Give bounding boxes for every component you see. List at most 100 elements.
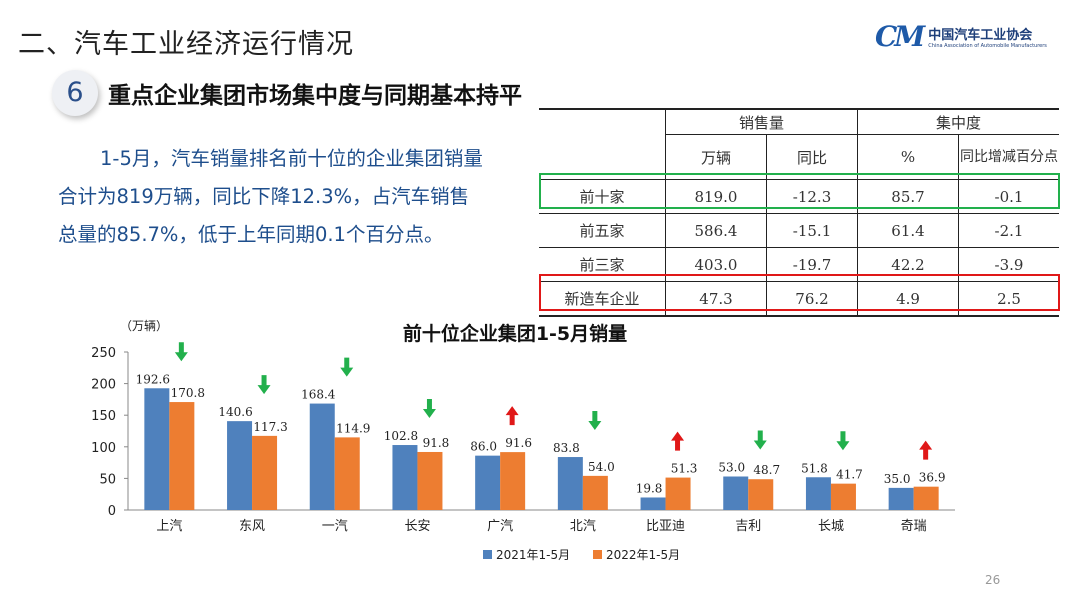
y-tick-label: 50 [99, 472, 116, 487]
table-cell: 586.4 [665, 213, 767, 248]
x-tick-label: 东风 [239, 519, 265, 534]
arrow-down-icon [340, 357, 354, 377]
table-cell: 61.4 [857, 213, 959, 248]
data-label: 36.9 [919, 471, 946, 485]
bar-2022 [748, 479, 774, 510]
data-label: 91.6 [505, 436, 532, 450]
bar-2021 [557, 457, 583, 510]
data-label: 168.4 [301, 388, 336, 402]
data-label: 170.8 [171, 386, 205, 400]
table-cell: -2.1 [958, 213, 1059, 248]
bar-2022 [417, 451, 443, 510]
highlight-top10 [539, 173, 1060, 209]
arrow-up-icon [505, 406, 519, 426]
data-label: 117.3 [253, 420, 287, 434]
logo-mark: CM [875, 20, 925, 53]
arrow-down-icon [257, 375, 271, 395]
bar-2021 [392, 445, 418, 510]
data-label: 86.0 [470, 440, 497, 454]
legend-label: 2021年1-5月 [496, 548, 570, 562]
subheader-yoy: 同比 [766, 134, 858, 180]
x-tick-label: 奇瑞 [901, 518, 927, 534]
subheader-percent: % [857, 134, 959, 180]
bar-2022 [169, 402, 195, 510]
header-sales: 销售量 [665, 108, 858, 135]
section-number-badge: 6 [52, 70, 98, 116]
bar-2022 [913, 486, 939, 510]
data-label: 83.8 [553, 441, 580, 455]
chart-title: 前十位企业集团1-5月销量 [403, 322, 627, 345]
bar-2022 [582, 475, 608, 510]
page-number: 26 [985, 573, 1001, 587]
arrow-down-icon [753, 430, 767, 450]
bar-2021 [144, 388, 170, 510]
legend-swatch [593, 550, 602, 559]
x-tick-label: 长城 [818, 519, 844, 534]
data-label: 51.3 [671, 462, 698, 476]
data-label: 91.8 [423, 436, 450, 450]
arrow-up-icon [919, 440, 933, 460]
y-axis-label: （万辆） [120, 319, 168, 333]
x-tick-label: 比亚迪 [646, 519, 685, 534]
y-tick-label: 150 [91, 409, 116, 424]
x-tick-label: 一汽 [322, 519, 348, 534]
bar-2022 [665, 477, 691, 510]
table-row: 前三家 403.0 -19.7 42.2 -3.9 [539, 247, 1059, 282]
table-cell: -19.7 [766, 247, 858, 282]
data-label: 54.0 [588, 460, 615, 474]
section-title: 二、汽车工业经济运行情况 [18, 29, 354, 60]
table-cell: -3.9 [958, 247, 1059, 282]
x-tick-label: 广汽 [487, 519, 513, 534]
bar-2021 [309, 403, 335, 510]
data-label: 19.8 [636, 481, 663, 495]
y-tick-label: 250 [91, 346, 116, 361]
table-cell: 42.2 [857, 247, 959, 282]
table-cell: 403.0 [665, 247, 767, 282]
bar-2021 [805, 477, 831, 510]
bar-2022 [830, 483, 856, 510]
data-label: 53.0 [718, 461, 745, 475]
highlight-new-makers [539, 274, 1060, 311]
bar-2022 [500, 452, 526, 510]
table-corner [539, 108, 666, 180]
data-label: 114.9 [336, 421, 370, 435]
arrow-up-icon [671, 431, 685, 451]
caam-logo: CM 中国汽车工业协会 China Association of Automob… [875, 20, 1047, 53]
data-label: 102.8 [384, 429, 418, 443]
legend-swatch [483, 550, 492, 559]
y-tick-label: 100 [91, 441, 116, 456]
data-label: 35.0 [884, 472, 911, 486]
bar-2022 [334, 437, 360, 510]
header-concentration: 集中度 [857, 108, 1059, 135]
x-tick-label: 北汽 [570, 519, 596, 534]
arrow-down-icon [174, 342, 188, 362]
summary-paragraph: 1-5月，汽车销量排名前十位的企业集团销量合计为819万辆，同比下降12.3%，… [58, 147, 483, 246]
data-label: 41.7 [836, 468, 863, 482]
data-label: 48.7 [753, 463, 780, 477]
data-label: 140.6 [218, 405, 252, 419]
y-tick-label: 0 [108, 504, 116, 519]
arrow-down-icon [422, 399, 436, 419]
logo-en-text: China Association of Automobile Manufact… [928, 43, 1047, 49]
data-label: 51.8 [801, 461, 828, 475]
data-label: 192.6 [136, 372, 170, 386]
table-cell: -15.1 [766, 213, 858, 248]
slide-subtitle: 重点企业集团市场集中度与同期基本持平 [108, 83, 522, 109]
bar-2021 [888, 487, 914, 510]
logo-cn-text: 中国汽车工业协会 [928, 28, 1033, 43]
bar-2021 [227, 421, 253, 510]
bar-2021 [723, 476, 749, 510]
bar-2021 [640, 497, 666, 510]
x-tick-label: 长安 [404, 519, 430, 534]
table-row: 前五家 586.4 -15.1 61.4 -2.1 [539, 213, 1059, 248]
row-label: 前三家 [539, 247, 666, 282]
row-label: 前五家 [539, 213, 666, 248]
bar-2022 [252, 435, 278, 510]
sales-bar-chart: 前十位企业集团1-5月销量（万辆）050100150200250上汽192.61… [91, 319, 955, 562]
subheader-pp-change: 同比增减百分点 [958, 134, 1059, 180]
arrow-down-icon [836, 431, 850, 451]
legend-label: 2022年1-5月 [606, 548, 680, 562]
y-tick-label: 200 [91, 378, 116, 393]
bar-2021 [475, 455, 501, 510]
x-tick-label: 吉利 [735, 519, 761, 534]
